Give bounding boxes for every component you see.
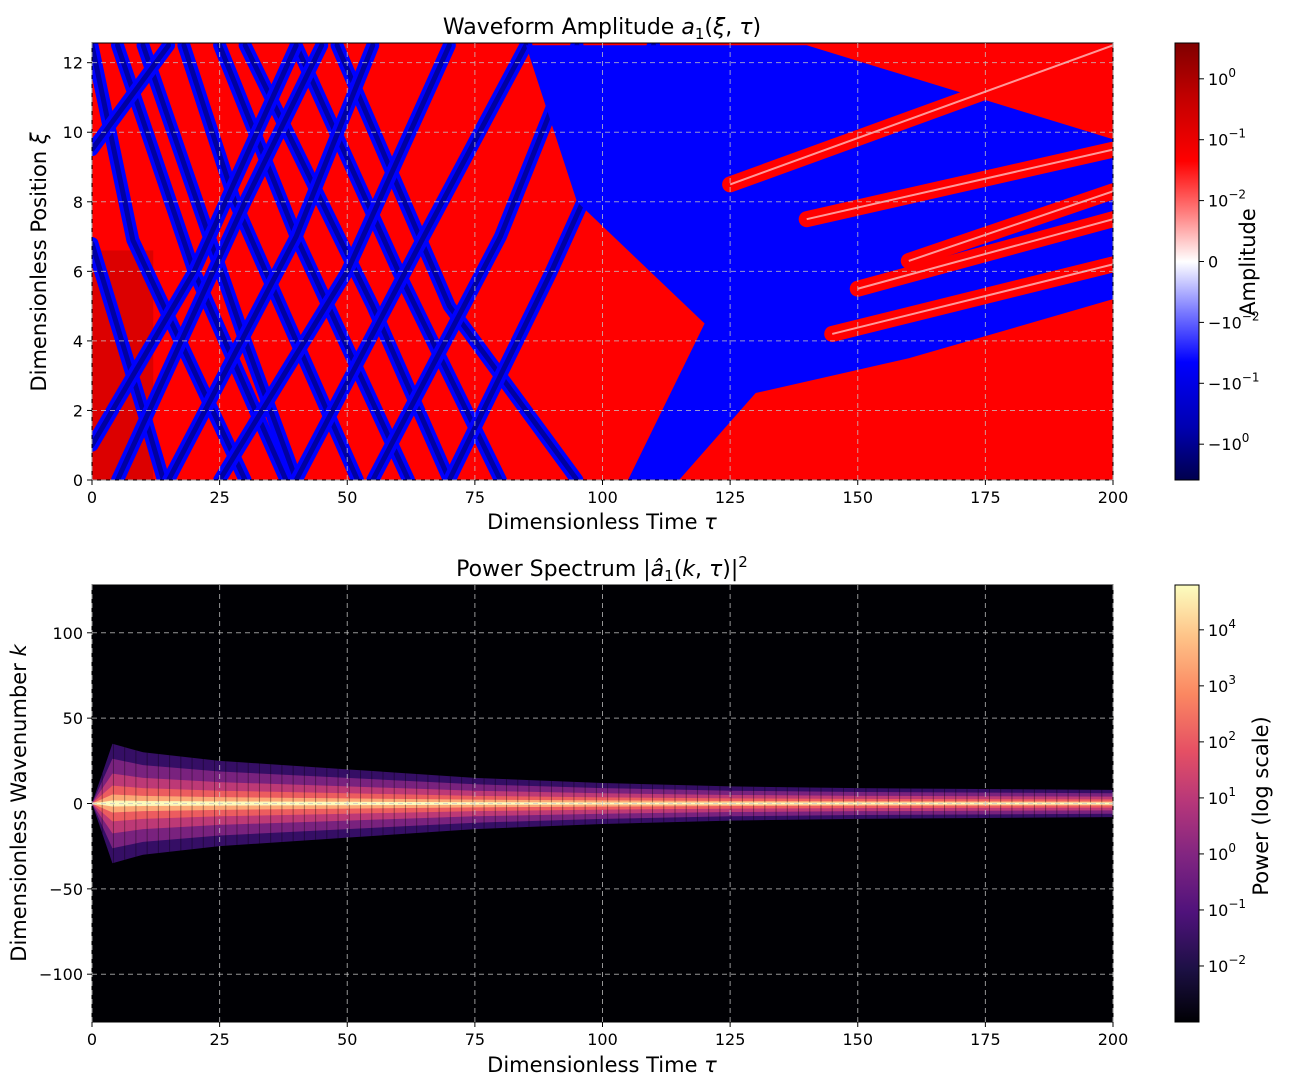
power-x-tick-label: 150	[842, 1030, 873, 1049]
power-colorbar-tick-label: 101	[1208, 785, 1236, 808]
amplitude-x-tick-label: 0	[87, 488, 97, 507]
amplitude-colorbar-ticks: 100 10−1 10−2 0 −10−2 −10−1 −100	[1199, 66, 1259, 454]
amplitude-y-tick-label: 12	[63, 54, 83, 73]
bottom-x-axis-label: Dimensionless Time τ	[487, 1053, 717, 1077]
amplitude-colorbar-tick-label: 10−1	[1208, 127, 1246, 150]
power-colorbar-tick-label: 10−1	[1208, 897, 1246, 920]
amplitude-x-tick-label: 100	[587, 488, 618, 507]
power-colorbar-tick-label: 102	[1208, 729, 1236, 752]
power-x-tick-label: 75	[465, 1030, 485, 1049]
amplitude-x-tick-label: 50	[337, 488, 357, 507]
amplitude-y-tick-label: 4	[73, 332, 83, 351]
amplitude-y-tick-label: 0	[73, 471, 83, 490]
power-colorbar-tick-label: 10−2	[1208, 953, 1246, 976]
power-x-tick-label: 25	[209, 1030, 229, 1049]
amplitude-negative-region	[525, 45, 1113, 480]
amplitude-x-tick-label: 200	[1098, 488, 1129, 507]
amplitude-colorbar-tick-label: −10−1	[1208, 370, 1259, 393]
amplitude-zero-crossing	[908, 190, 1113, 262]
amplitude-colorbar-tick-label: 100	[1208, 66, 1236, 89]
amplitude-negative-core	[181, 43, 360, 480]
amplitude-x-tick-label: 25	[209, 488, 229, 507]
amplitude-x-tick-label: 175	[970, 488, 1001, 507]
amplitude-x-tick-label: 125	[715, 488, 746, 507]
power-y-tick-label: 0	[73, 795, 83, 814]
amplitude-y-tick-label: 8	[73, 193, 83, 212]
amplitude-y-tick-label: 2	[73, 401, 83, 420]
power-y-tick-label: −100	[39, 965, 83, 984]
amplitude-y-tick-label: 6	[73, 262, 83, 281]
amplitude-colorbar-tick-label: −100	[1208, 431, 1249, 454]
power-colorbar-tick-label: 104	[1208, 617, 1236, 640]
top-title: Waveform Amplitude a1(ξ, τ)	[443, 15, 761, 43]
power-x-tick-label: 125	[715, 1030, 746, 1049]
power-colorbar-ticks: 104 103 102 101 100 10−1 10−2	[1199, 617, 1246, 976]
amplitude-negative-core	[242, 43, 452, 480]
top-x-axis-label: Dimensionless Time τ	[487, 510, 717, 534]
power-colorbar-tick-label: 100	[1208, 841, 1236, 864]
power-x-tick-label: 100	[587, 1030, 618, 1049]
amplitude-colorbar-tick-label: 0	[1208, 253, 1218, 272]
amplitude-zero-crossing	[729, 44, 1113, 186]
bottom-y-axis-label: Dimensionless Wavenumber k	[7, 643, 31, 961]
power-x-tick-label: 50	[337, 1030, 357, 1049]
top-y-axis-label: Dimensionless Position ξ	[27, 132, 51, 391]
power-y-tick-label: 100	[52, 624, 83, 643]
amplitude-colorbar-tick-label: −10−2	[1208, 309, 1259, 332]
power-x-tick-label: 0	[87, 1030, 97, 1049]
power-colorbar-label: Power (log scale)	[1249, 716, 1273, 895]
power-y-tick-label: −50	[49, 880, 83, 899]
bottom-title: Power Spectrum |â1(k, τ)|2	[456, 553, 748, 585]
power-colorbar	[1174, 584, 1200, 1023]
amplitude-colorbar-tick-label: 10−2	[1208, 188, 1246, 211]
amplitude-y-tick-label: 10	[63, 123, 83, 142]
amplitude-x-tick-label: 150	[842, 488, 873, 507]
amplitude-x-tick-label: 75	[465, 488, 485, 507]
amplitude-colorbar	[1174, 42, 1200, 481]
power-colorbar-tick-label: 103	[1208, 673, 1236, 696]
power-x-tick-label: 200	[1098, 1030, 1129, 1049]
amplitude-colorbar-label: Amplitude	[1236, 208, 1260, 316]
power-x-tick-label: 175	[970, 1030, 1001, 1049]
amplitude-zero-crossing	[831, 263, 1113, 335]
amplitude-negative-core	[293, 43, 529, 480]
power-y-tick-label: 50	[63, 709, 83, 728]
